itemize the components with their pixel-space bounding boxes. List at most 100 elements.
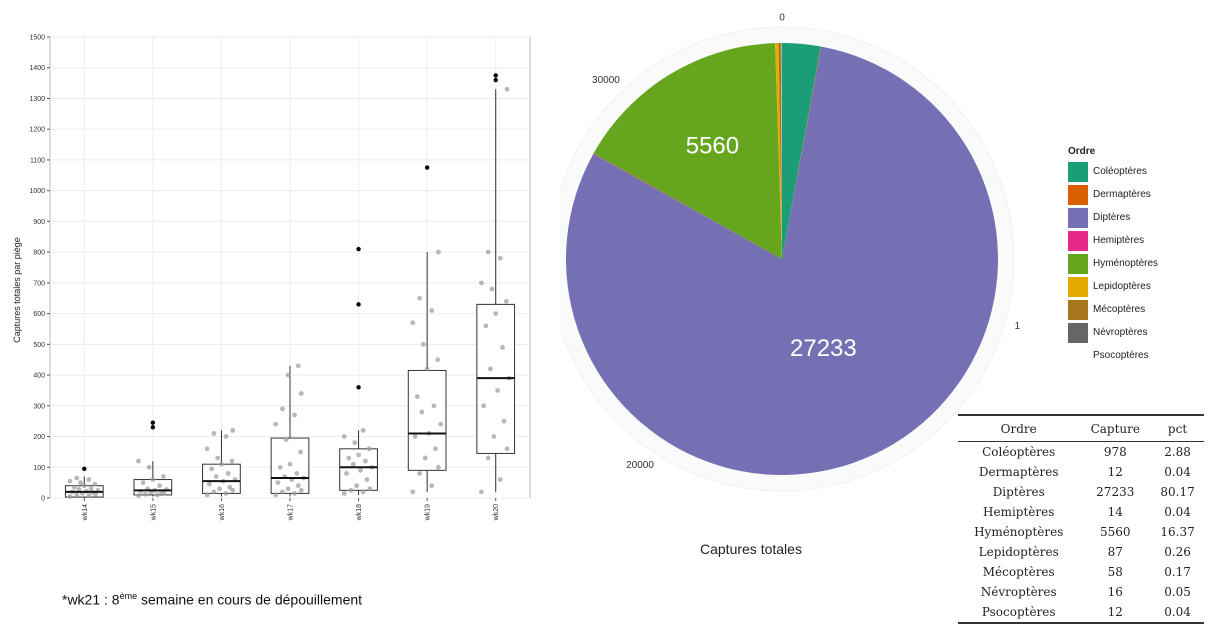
box-wk19 — [407, 165, 447, 495]
jitter-point — [348, 487, 354, 493]
jitter-point — [295, 363, 301, 369]
jitter-point — [420, 341, 426, 347]
y-tick-label: 100 — [33, 465, 45, 472]
legend-label: Hemiptères — [1093, 235, 1145, 246]
jitter-point — [419, 409, 425, 415]
jitter-point — [229, 458, 235, 464]
y-tick-label: 1100 — [30, 157, 45, 164]
legend-label: Coléoptères — [1093, 166, 1147, 177]
jitter-point — [497, 477, 503, 482]
jitter-point — [142, 491, 148, 497]
table-row: Dermaptères 12 0.04 — [958, 462, 1204, 482]
table-cell-ordre: Diptères — [992, 485, 1045, 499]
y-tick-label: 1400 — [29, 65, 45, 72]
outlier-point — [493, 73, 498, 78]
jitter-point — [67, 494, 73, 499]
x-tick-label-wk18: wk18 — [356, 504, 363, 521]
jitter-point — [433, 446, 438, 452]
jitter-point — [150, 477, 156, 482]
jitter-point — [350, 461, 356, 467]
jitter-point — [161, 474, 166, 479]
table-row: Névroptères 16 0.05 — [958, 582, 1204, 602]
jitter-point — [86, 477, 92, 482]
jitter-point — [341, 490, 347, 496]
jitter-point — [360, 427, 366, 433]
jitter-point — [481, 403, 487, 409]
jitter-point — [88, 486, 94, 492]
jitter-point — [146, 464, 152, 470]
jitter-point — [417, 471, 422, 476]
table-cell-pct: 80.17 — [1160, 485, 1195, 499]
table-cell-ordre: Hyménoptères — [974, 525, 1064, 539]
jitter-point — [292, 412, 297, 418]
legend-swatch — [1068, 253, 1088, 274]
jitter-point — [503, 298, 509, 304]
jitter-point — [136, 493, 141, 498]
pie-slice-Hyménoptères — [593, 43, 782, 260]
outlier-point — [424, 165, 430, 170]
box-iqr — [407, 369, 447, 471]
pie-radial-ticks: 0 10000 20000 30000 — [592, 13, 1020, 471]
jitter-point — [209, 466, 215, 472]
jitter-point — [287, 461, 293, 467]
y-tick-label: 600 — [33, 311, 45, 318]
legend-item: Dermaptères — [1068, 183, 1158, 206]
jitter-point — [81, 483, 87, 489]
table-header-capture: Capture — [1079, 414, 1152, 442]
table-header-ordre: Ordre — [958, 414, 1080, 442]
pie-radial-tick-label: 10000 — [1015, 321, 1020, 332]
legend-swatch — [1068, 299, 1088, 320]
jitter-point — [488, 366, 493, 372]
jitter-point — [367, 486, 373, 492]
footnote-prefix: *wk21 : 8 — [62, 591, 120, 608]
y-tick-label: 1000 — [29, 188, 45, 195]
legend-item: Diptères — [1068, 206, 1158, 229]
legend-item: Hyménoptères — [1068, 252, 1158, 275]
legend-item: Mécoptères — [1068, 298, 1158, 321]
footnote-suffix: semaine en cours de dépouillement — [137, 591, 363, 608]
legend-swatch — [1068, 276, 1088, 297]
jitter-point — [500, 345, 505, 350]
jitter-point — [213, 474, 219, 479]
jitter-point — [478, 489, 484, 495]
jitter-point — [431, 403, 437, 409]
boxplot-axes: 0 100 200 300 400 500 600 700 800 900 1000 1100 1200… — [29, 35, 500, 522]
y-tick-label: 1500 — [29, 35, 45, 42]
pie-slice-label-Diptères: 27233 — [790, 335, 857, 362]
pie-radial-tick-label: 20000 — [626, 460, 654, 471]
jitter-point — [414, 394, 420, 399]
jitter-point — [341, 434, 347, 439]
jitter-point — [67, 478, 73, 484]
jitter-point — [294, 471, 300, 476]
pie-slice-Dermaptères — [782, 46, 822, 260]
jitter-point — [422, 455, 428, 461]
jitter-point — [429, 483, 435, 489]
legend-swatch — [1068, 161, 1088, 182]
box-wk16 — [202, 427, 241, 498]
jitter-point — [275, 480, 281, 486]
jitter-point — [215, 455, 221, 461]
table-row: Hyménoptères 5560 16.37 — [958, 522, 1204, 542]
jitter-point — [436, 464, 441, 470]
footnote-superscript: ème — [119, 591, 138, 601]
outlier-point — [150, 420, 156, 425]
jitter-point — [277, 464, 283, 470]
table-cell-pct: 0.05 — [1164, 585, 1191, 599]
legend-items: Coléoptères Dermaptères Diptères Hemiptères… — [1068, 160, 1158, 367]
y-tick-label: 800 — [33, 250, 45, 257]
outlier-point — [356, 302, 361, 307]
jitter-point — [217, 486, 222, 492]
boxplot-chart: 0 100 200 300 400 500 600 700 800 900 1000 1100 1200… — [12, 35, 531, 522]
jitter-point — [273, 421, 279, 427]
jitter-point — [154, 492, 160, 498]
jitter-point — [280, 489, 285, 495]
jitter-point — [412, 434, 418, 439]
table-cell-pct: 16.37 — [1160, 525, 1195, 539]
boxplot-boxes — [64, 73, 516, 499]
jitter-point — [223, 490, 229, 496]
jitter-point — [360, 489, 366, 495]
jitter-point — [78, 480, 83, 486]
legend-item: Névroptères — [1068, 321, 1158, 344]
y-tick-label: 1200 — [29, 127, 45, 134]
table-cell-capture: 12 — [1079, 602, 1152, 624]
